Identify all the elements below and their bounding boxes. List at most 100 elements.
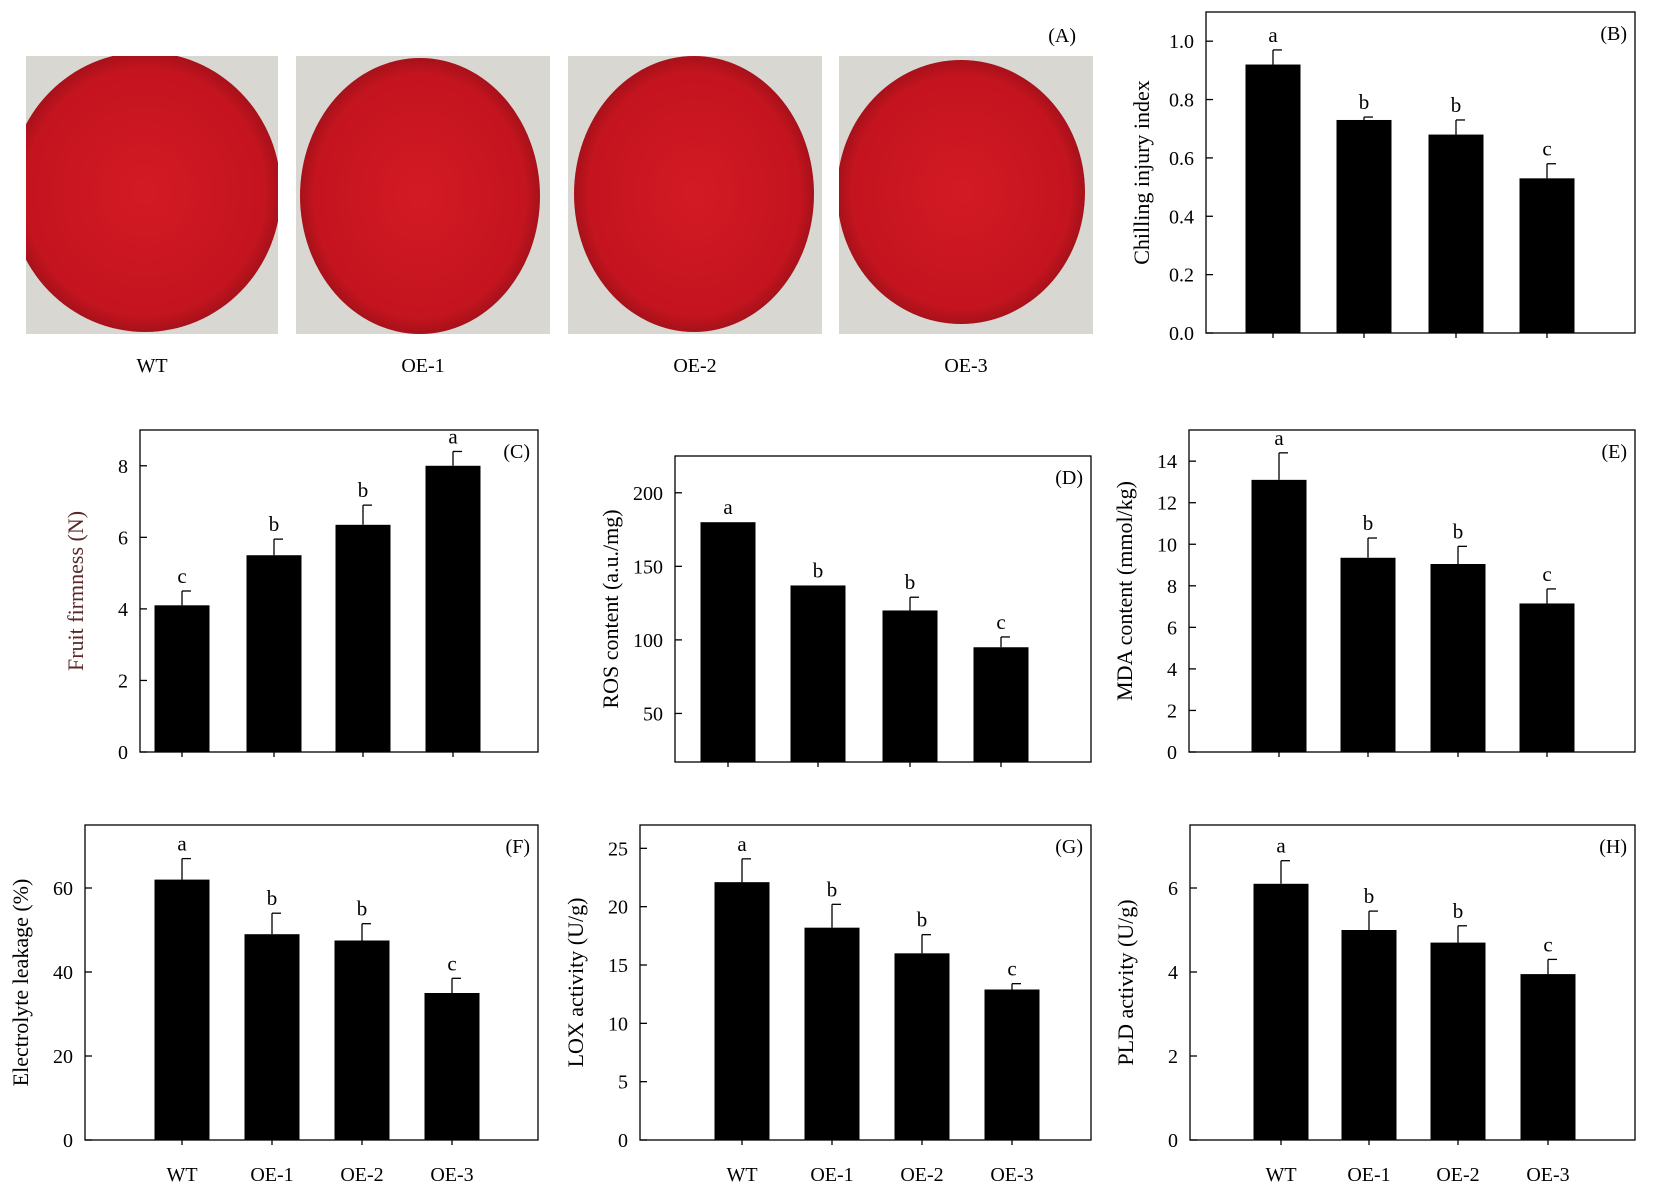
- y-tick-label: 10: [608, 1013, 628, 1035]
- plot-frame: [84, 824, 539, 1141]
- x-tick-label: WT: [166, 1164, 197, 1186]
- x-tick-label: WT: [1265, 1164, 1296, 1186]
- y-axis-title: PLD activity (U/g): [1113, 899, 1138, 1065]
- bar: [335, 524, 391, 752]
- significance-label: b: [1359, 90, 1370, 114]
- bar: [1520, 974, 1576, 1140]
- bar: [894, 953, 950, 1140]
- significance-label: c: [1007, 957, 1016, 981]
- bar: [334, 940, 390, 1140]
- panel-letter: (A): [1048, 25, 1076, 47]
- bar: [714, 882, 770, 1140]
- bar: [154, 879, 210, 1140]
- y-tick-label: 0.8: [1169, 90, 1194, 112]
- fruit-image: [574, 56, 814, 332]
- y-tick-label: 0: [63, 1130, 73, 1152]
- x-tick-label: OE-3: [430, 1164, 473, 1186]
- x-tick-label: OE-2: [340, 1164, 383, 1186]
- x-tick-label: OE-1: [810, 1164, 853, 1186]
- bar: [1251, 479, 1307, 752]
- photo-label: WT: [136, 355, 167, 377]
- y-tick-label: 20: [608, 897, 628, 919]
- bar: [1428, 134, 1484, 333]
- bar: [1341, 930, 1397, 1140]
- chart-panel-g: (G) 0 5 10 15 20 25 LOX activity (U/g) a WT b OE-1 b…: [563, 824, 1092, 1186]
- x-tick-label: OE-3: [1526, 1164, 1569, 1186]
- x-tick-label: OE-2: [1436, 1164, 1479, 1186]
- bar: [882, 610, 938, 762]
- significance-label: b: [1451, 93, 1462, 117]
- significance-label: a: [737, 832, 747, 856]
- significance-label: b: [269, 512, 280, 536]
- bar: [244, 934, 300, 1140]
- x-tick-label: OE-2: [900, 1164, 943, 1186]
- bar: [424, 993, 480, 1140]
- y-axis-title: Chilling injury index: [1129, 80, 1154, 265]
- plot-frame: [1189, 824, 1636, 1141]
- plot-frame: [639, 824, 1092, 1141]
- fruit-image: [300, 58, 540, 334]
- y-tick-label: 0: [118, 742, 128, 764]
- panel-letter: (B): [1600, 23, 1627, 45]
- x-tick-label: WT: [726, 1164, 757, 1186]
- bar: [973, 647, 1029, 762]
- photo-label: OE-2: [673, 355, 716, 377]
- bar: [154, 605, 210, 752]
- y-tick-label: 150: [633, 556, 663, 578]
- significance-label: b: [357, 897, 368, 921]
- chart-panel-h: (H) 0 2 4 6 PLD activity (U/g) a WT b OE-1 b OE-2 c O…: [1113, 824, 1636, 1186]
- y-tick-label: 15: [608, 955, 628, 977]
- photo-panel-a: WT OE-1 OE-2 OE-3 (A): [26, 25, 1093, 377]
- y-axis-title: LOX activity (U/g): [563, 898, 588, 1068]
- bar: [1519, 603, 1575, 752]
- significance-label: b: [827, 877, 838, 901]
- panel-letter: (D): [1055, 467, 1083, 489]
- bar: [425, 465, 481, 752]
- y-axis-title: Electrolyte leakage (%): [8, 879, 33, 1087]
- significance-label: b: [905, 570, 916, 594]
- panel-letter: (E): [1601, 441, 1627, 463]
- y-tick-label: 0.2: [1169, 265, 1194, 287]
- y-tick-label: 0.0: [1169, 323, 1194, 345]
- bar: [1430, 563, 1486, 752]
- fruit-image: [839, 60, 1085, 324]
- y-tick-label: 8: [118, 456, 128, 478]
- y-tick-label: 4: [1167, 659, 1177, 681]
- bar: [246, 555, 302, 752]
- y-tick-label: 6: [1167, 617, 1177, 639]
- significance-label: c: [177, 564, 186, 588]
- bar: [1336, 119, 1392, 334]
- y-tick-label: 60: [53, 878, 73, 900]
- y-tick-label: 0: [1167, 742, 1177, 764]
- y-axis-title: Fruit firmness (N): [63, 511, 88, 671]
- bar: [700, 522, 756, 762]
- significance-label: c: [996, 610, 1005, 634]
- y-tick-label: 1.0: [1169, 31, 1194, 53]
- y-tick-label: 0.4: [1169, 206, 1194, 228]
- significance-label: a: [723, 495, 733, 519]
- plot-frame: [1188, 429, 1636, 753]
- bar-charts: (B) 0.0 0.2 0.4 0.6 0.8 1.0 Chilling injury ind…: [8, 11, 1636, 1186]
- significance-label: b: [358, 478, 369, 502]
- y-tick-label: 200: [633, 483, 663, 505]
- y-tick-label: 6: [1168, 878, 1178, 900]
- x-tick-label: OE-1: [250, 1164, 293, 1186]
- chart-panel-e: (E) 0 2 4 6 8 10 12 14 MDA content (mmol/kg) a b b c: [1112, 426, 1636, 764]
- chart-panel-d: (D) 50 100 150 200 ROS content (a.u./mg) a b b c: [598, 455, 1092, 767]
- plot-frame: [1205, 11, 1636, 334]
- y-tick-label: 6: [118, 527, 128, 549]
- y-tick-label: 4: [1168, 962, 1178, 984]
- panel-letter: (F): [506, 836, 530, 858]
- photo-label: OE-3: [944, 355, 987, 377]
- y-tick-label: 100: [633, 630, 663, 652]
- y-tick-label: 2: [118, 670, 128, 692]
- significance-label: b: [267, 886, 278, 910]
- significance-label: b: [813, 558, 824, 582]
- y-tick-label: 4: [118, 599, 128, 621]
- photo-label: OE-1: [401, 355, 444, 377]
- significance-label: c: [1542, 562, 1551, 586]
- significance-label: c: [1542, 137, 1551, 161]
- significance-label: b: [1453, 899, 1464, 923]
- chart-panel-b: (B) 0.0 0.2 0.4 0.6 0.8 1.0 Chilling injury ind…: [1129, 11, 1636, 345]
